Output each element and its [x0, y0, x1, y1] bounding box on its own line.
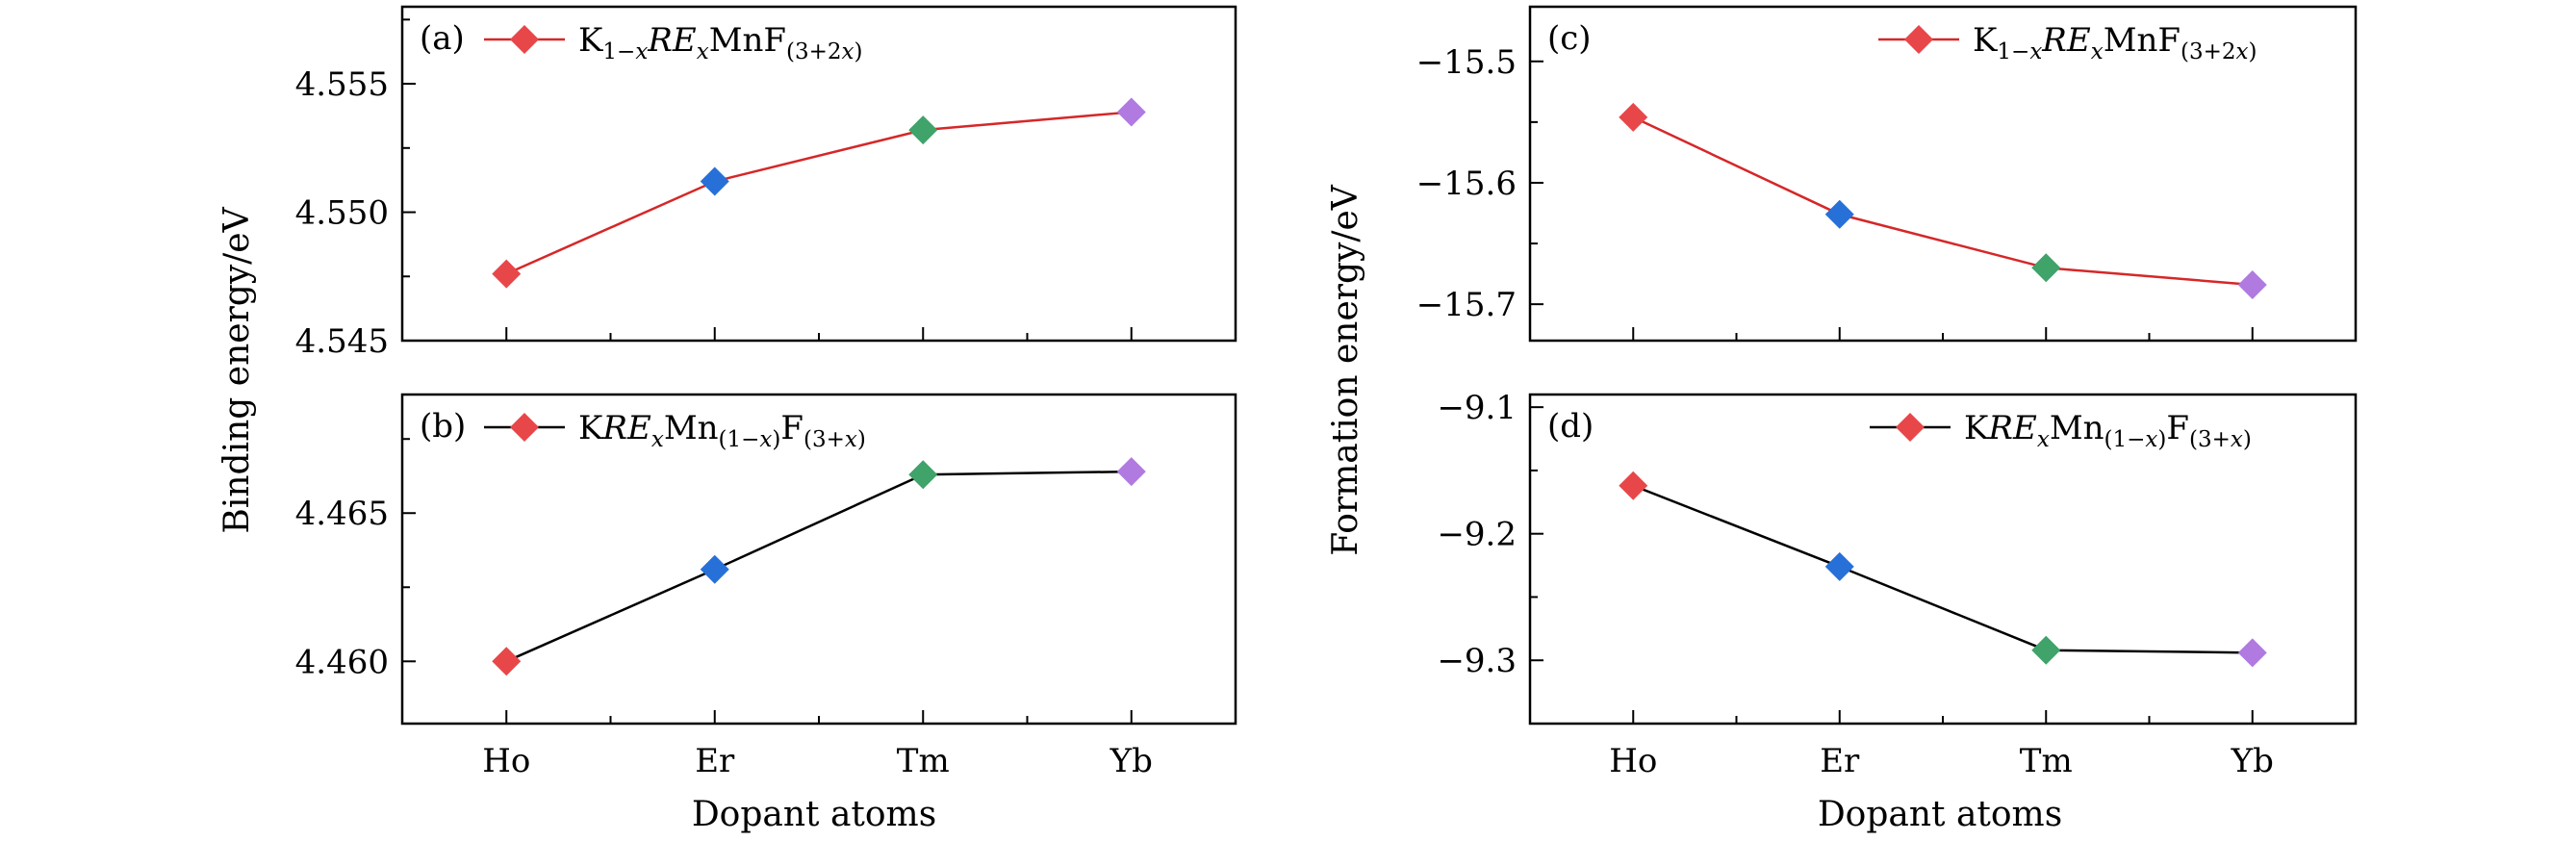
- x-tick-label: Ho: [482, 742, 530, 780]
- series-line: [1632, 115, 2253, 287]
- series-line: [505, 111, 1132, 275]
- x-tick-label: Yb: [1109, 742, 1153, 780]
- y-tick-label: −9.1: [1437, 389, 1517, 427]
- data-point-tm: [908, 460, 938, 490]
- x-tick-label: Yb: [2231, 742, 2274, 780]
- panel-tag: (b): [420, 407, 466, 446]
- left-y-axis-title: Binding energy/eV: [217, 206, 257, 533]
- panel-tag: (d): [1547, 407, 1594, 446]
- y-tick-label: 4.550: [295, 194, 389, 233]
- legend-marker: [510, 413, 539, 442]
- legend: K1−xRExMnF(3+2x): [1878, 21, 2257, 64]
- data-point-er: [700, 554, 729, 584]
- y-tick-label: −15.5: [1416, 43, 1517, 82]
- data-point-er: [700, 166, 729, 196]
- legend-label: KRExMn(1−x)F(3+x): [578, 409, 866, 452]
- legend-label: K1−xRExMnF(3+2x): [1973, 21, 2257, 64]
- panel-tag: (a): [420, 19, 465, 58]
- data-point-tm: [2031, 635, 2061, 665]
- y-tick-label: −15.6: [1416, 165, 1517, 203]
- panel-a: 4.545 4.550 4.555 (a) K1−xRExMnF(3+2x): [295, 5, 1237, 361]
- data-point-yb: [2237, 638, 2267, 668]
- panel-c: −15.5 −15.6 −15.7 (c) K1−xRExMnF(3+2x): [1416, 5, 2358, 343]
- data-point-ho: [1619, 102, 1648, 132]
- data-point-ho: [1619, 471, 1648, 500]
- data-point-er: [1824, 199, 1854, 229]
- y-tick-label: 4.555: [295, 65, 389, 104]
- data-point-yb: [1116, 97, 1146, 127]
- data-point-yb: [2237, 269, 2267, 299]
- panel-b: 4.460 4.465 Ho Er Tm Yb (b) KRExMn(1−x)F(3+x): [295, 393, 1237, 780]
- legend: K1−xRExMnF(3+2x): [484, 21, 863, 64]
- x-tick-label: Ho: [1609, 742, 1657, 780]
- x-tick-label: Tm: [897, 742, 950, 780]
- panel-d: −9.1 −9.2 −9.3 Ho Er Tm Yb (d) KRExMn(1−x)F(3+x): [1437, 389, 2358, 780]
- right-x-axis-title: Dopant atoms: [1818, 795, 2062, 834]
- data-point-yb: [1116, 457, 1146, 487]
- y-tick-label: −15.7: [1416, 286, 1517, 324]
- legend-label: K1−xRExMnF(3+2x): [578, 21, 863, 64]
- data-point-ho: [492, 647, 522, 676]
- data-point-tm: [2031, 253, 2061, 283]
- x-tick-label: Er: [695, 742, 735, 780]
- panel-tag: (c): [1547, 19, 1592, 58]
- y-tick-label: 4.465: [295, 495, 389, 533]
- y-tick-label: −9.2: [1437, 516, 1517, 554]
- y-tick-label: 4.460: [295, 643, 389, 681]
- y-tick-label: −9.3: [1437, 642, 1517, 680]
- data-point-tm: [908, 115, 938, 145]
- x-tick-label: Tm: [2020, 742, 2073, 780]
- y-tick-label: 4.545: [295, 322, 389, 361]
- x-tick-label: Er: [1820, 742, 1860, 780]
- legend-marker: [510, 25, 539, 54]
- left-x-axis-title: Dopant atoms: [692, 795, 936, 834]
- data-point-er: [1824, 551, 1854, 581]
- legend-label: KRExMn(1−x)F(3+x): [1964, 409, 2252, 452]
- right-y-axis-title: Formation energy/eV: [1326, 184, 1365, 556]
- series-line: [505, 470, 1132, 663]
- legend: KRExMn(1−x)F(3+x): [484, 409, 866, 452]
- legend: KRExMn(1−x)F(3+x): [1870, 409, 2252, 452]
- legend-marker: [1896, 413, 1925, 442]
- series-line: [1632, 484, 2253, 654]
- data-point-ho: [492, 259, 522, 289]
- legend-marker: [1904, 25, 1933, 54]
